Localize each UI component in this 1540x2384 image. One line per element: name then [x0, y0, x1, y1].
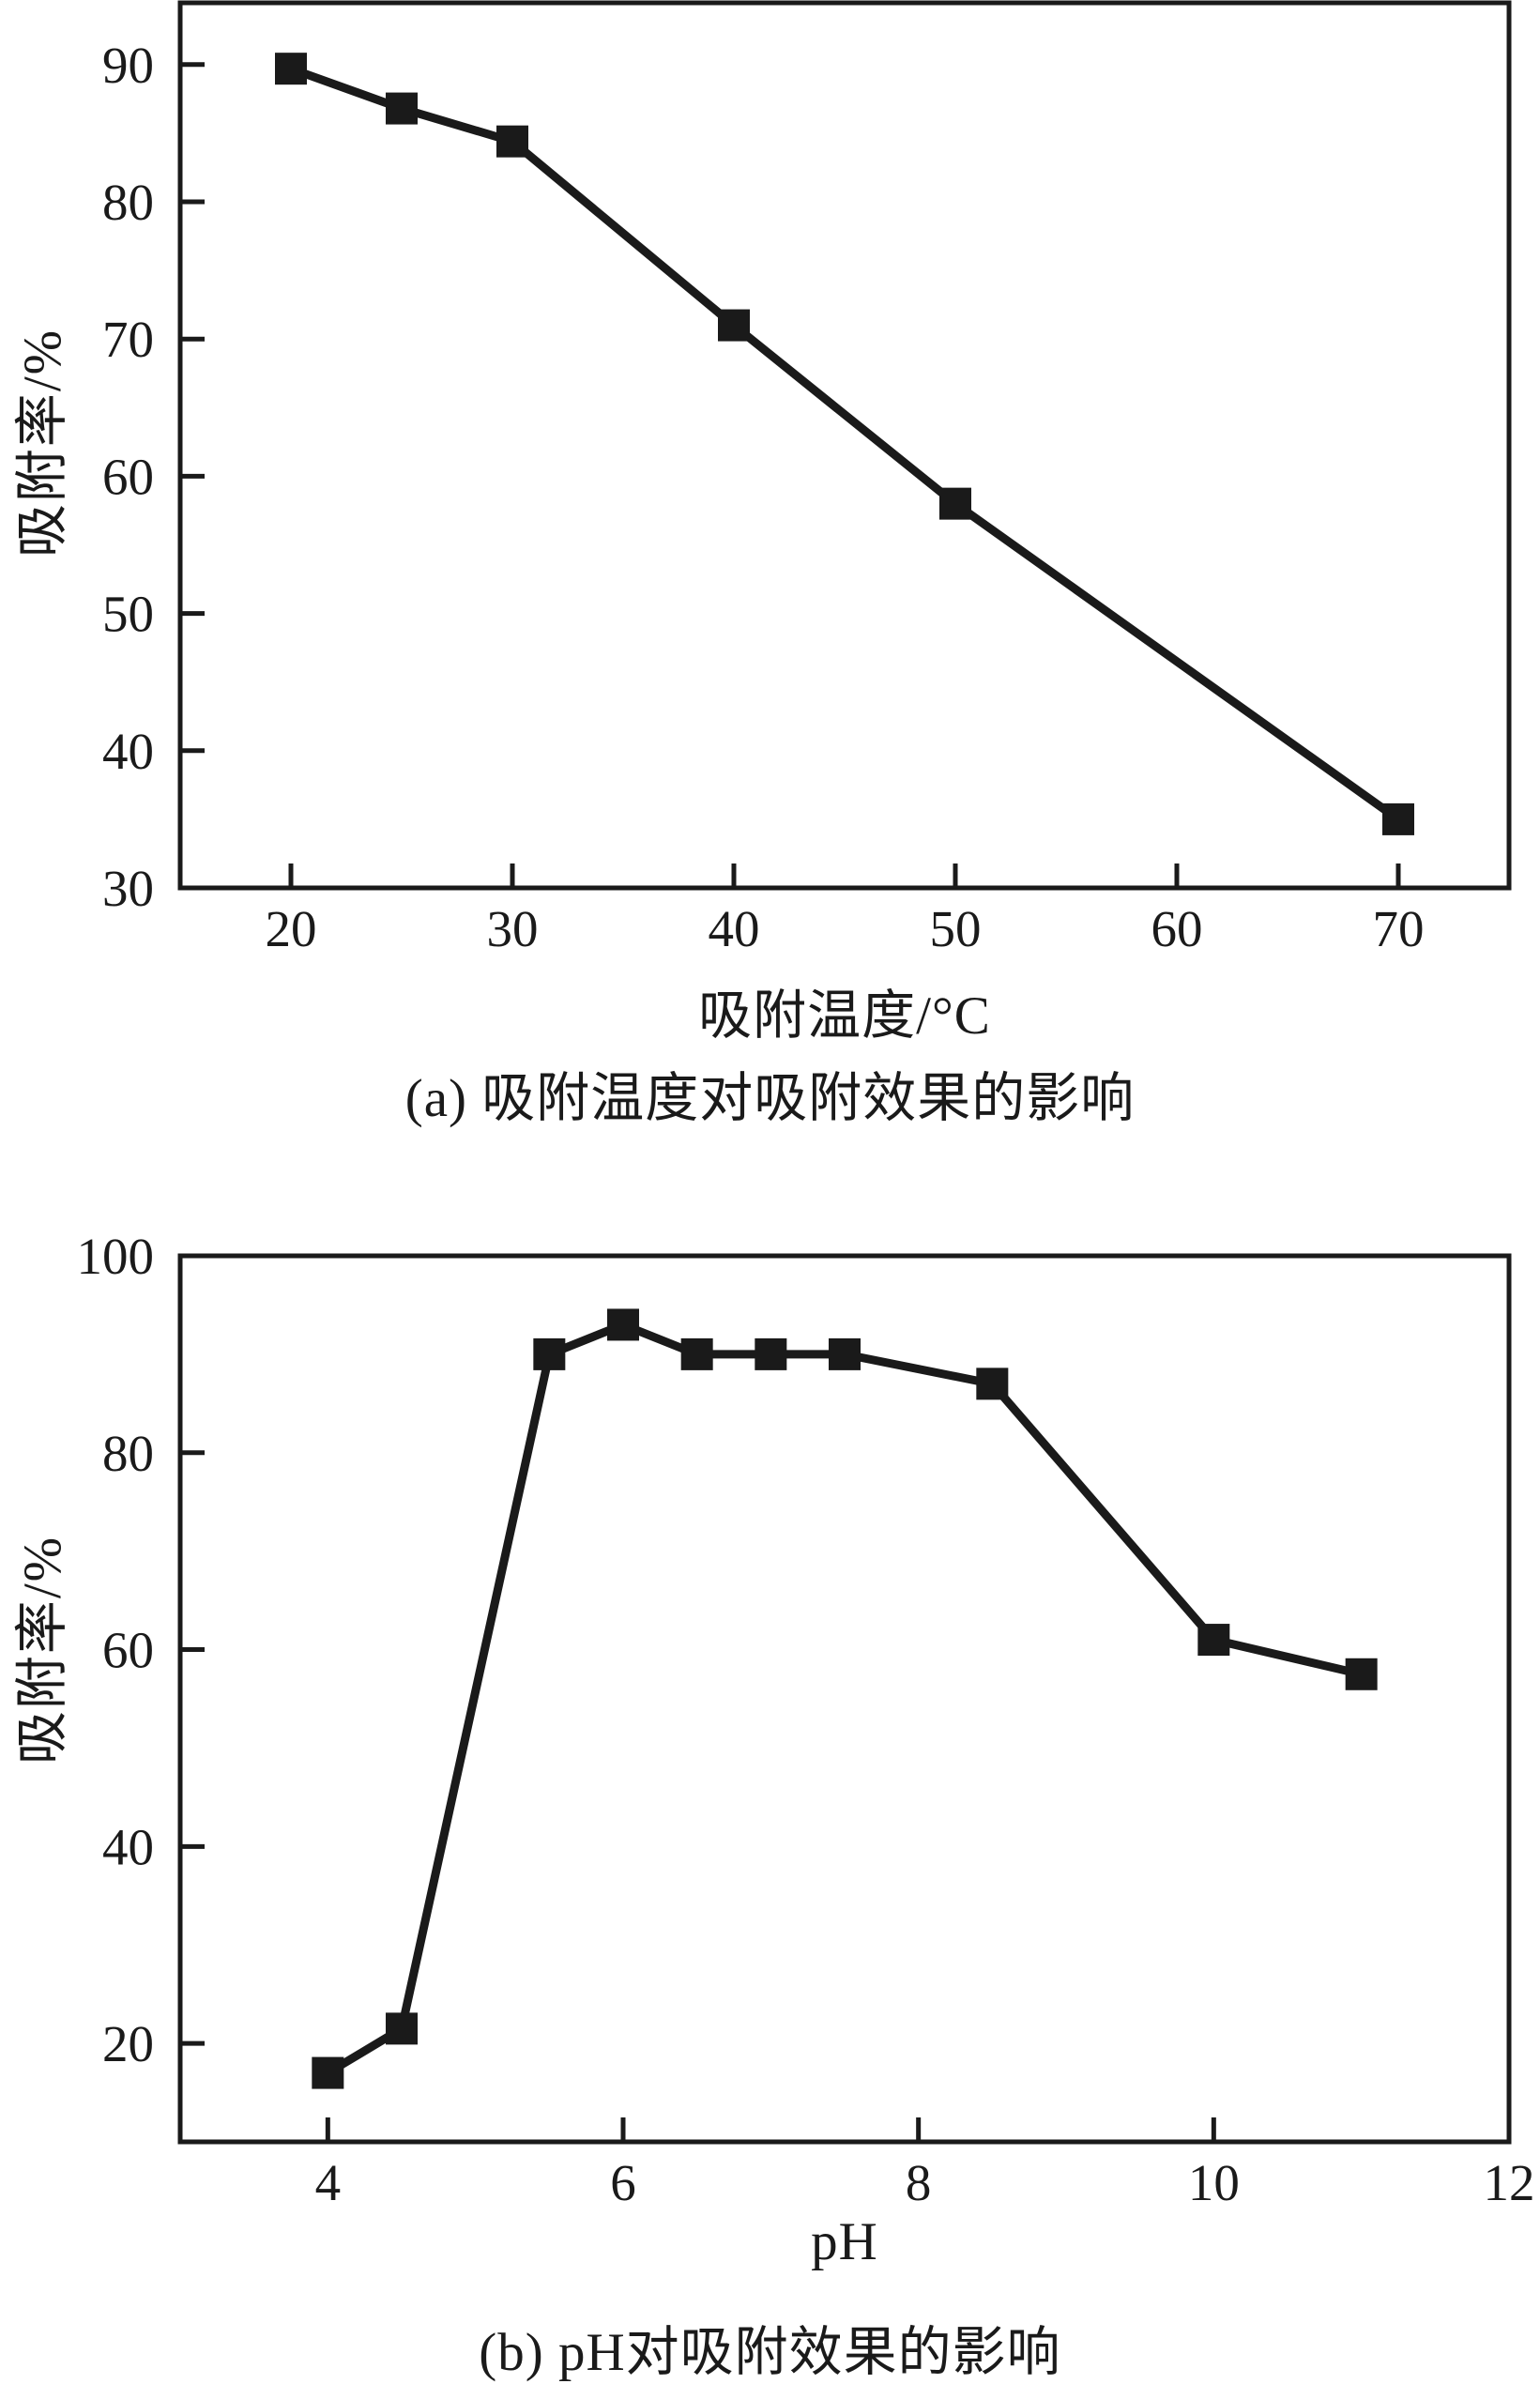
x-tick-label-b: 12 — [1484, 2154, 1535, 2211]
x-tick-label-a: 30 — [487, 900, 539, 957]
x-tick-label-b: 4 — [315, 2154, 342, 2211]
chart-a-y-axis-label: 吸附率/% — [13, 328, 72, 558]
x-tick-label-a: 70 — [1373, 900, 1425, 957]
x-tick-label-a: 60 — [1151, 900, 1203, 957]
data-point-marker-a — [718, 309, 750, 342]
chart-b-y-axis-label: 吸附率/% — [13, 1535, 72, 1765]
data-line-b — [326, 1320, 1363, 2077]
chart-b-x-axis-label: pH — [811, 2212, 878, 2271]
data-point-marker-b — [755, 1337, 787, 1370]
y-tick-label-a: 30 — [102, 860, 154, 917]
data-point-marker-b — [1345, 1658, 1378, 1690]
y-tick-label-b: 100 — [77, 1228, 155, 1285]
y-tick-label-a: 70 — [102, 311, 154, 368]
data-point-marker-b — [312, 2056, 344, 2089]
chart-a-caption: (a) 吸附温度对吸附效果的影响 — [404, 1069, 1136, 1128]
data-point-marker-a — [386, 92, 418, 125]
data-point-marker-a — [275, 53, 307, 85]
y-tick-label-a: 40 — [102, 723, 154, 780]
x-tick-label-a: 50 — [930, 900, 982, 957]
data-line-a — [289, 64, 1401, 823]
data-point-marker-a — [496, 125, 528, 158]
plot-box-b — [177, 1253, 1512, 2145]
data-point-marker-b — [386, 2012, 418, 2045]
y-tick-label-a: 60 — [102, 448, 154, 505]
y-tick-label-b: 80 — [102, 1425, 154, 1482]
y-tick-label-b: 20 — [102, 2015, 154, 2072]
data-point-marker-b — [533, 1337, 566, 1370]
data-point-marker-b — [976, 1368, 1009, 1400]
x-tick-label-a: 20 — [266, 900, 317, 957]
data-point-marker-b — [829, 1337, 861, 1370]
y-tick-label-a: 50 — [102, 586, 154, 643]
chart-b-caption: (b) pH对吸附效果的影响 — [479, 2323, 1061, 2382]
data-point-marker-b — [680, 1337, 713, 1370]
plot-box-a — [177, 0, 1512, 891]
x-tick-label-b: 8 — [906, 2154, 932, 2211]
x-tick-label-b: 6 — [610, 2154, 636, 2211]
y-tick-label-b: 60 — [102, 1622, 154, 1679]
data-point-marker-a — [1382, 802, 1414, 835]
x-tick-label-a: 40 — [709, 900, 760, 957]
y-tick-label-a: 80 — [102, 174, 154, 231]
data-point-marker-a — [939, 487, 971, 520]
y-tick-label-b: 40 — [102, 1818, 154, 1875]
data-point-marker-b — [607, 1308, 639, 1341]
chart-a-x-axis-label: 吸附温度/°C — [698, 986, 991, 1046]
data-point-marker-b — [1197, 1624, 1230, 1657]
y-tick-label-a: 90 — [102, 37, 154, 94]
x-tick-label-b: 10 — [1188, 2154, 1240, 2211]
